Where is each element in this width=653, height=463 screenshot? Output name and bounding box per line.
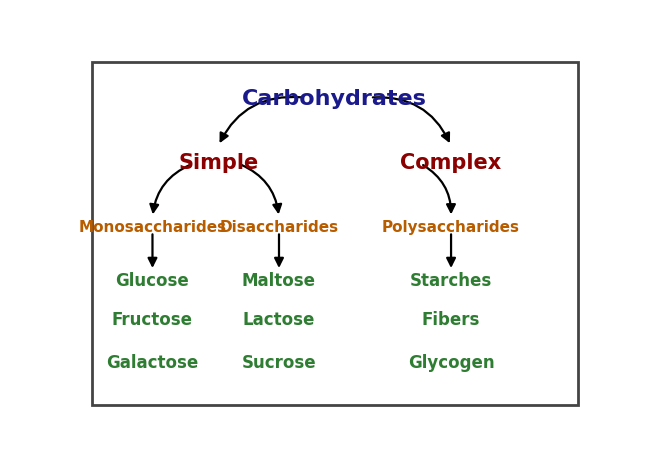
Text: Simple: Simple — [178, 152, 259, 173]
Text: Maltose: Maltose — [242, 271, 316, 289]
Text: Monosaccharides: Monosaccharides — [78, 219, 227, 234]
Text: Polysaccharides: Polysaccharides — [382, 219, 520, 234]
Text: Fructose: Fructose — [112, 310, 193, 328]
FancyBboxPatch shape — [91, 63, 578, 405]
Text: Fibers: Fibers — [422, 310, 480, 328]
Text: Glycogen: Glycogen — [407, 353, 494, 371]
Text: Galactose: Galactose — [106, 353, 199, 371]
Text: Disaccharides: Disaccharides — [219, 219, 338, 234]
Text: Complex: Complex — [400, 152, 502, 173]
Text: Sucrose: Sucrose — [242, 353, 316, 371]
Text: Carbohydrates: Carbohydrates — [242, 88, 427, 108]
Text: Starches: Starches — [410, 271, 492, 289]
Text: Lactose: Lactose — [243, 310, 315, 328]
Text: Glucose: Glucose — [116, 271, 189, 289]
